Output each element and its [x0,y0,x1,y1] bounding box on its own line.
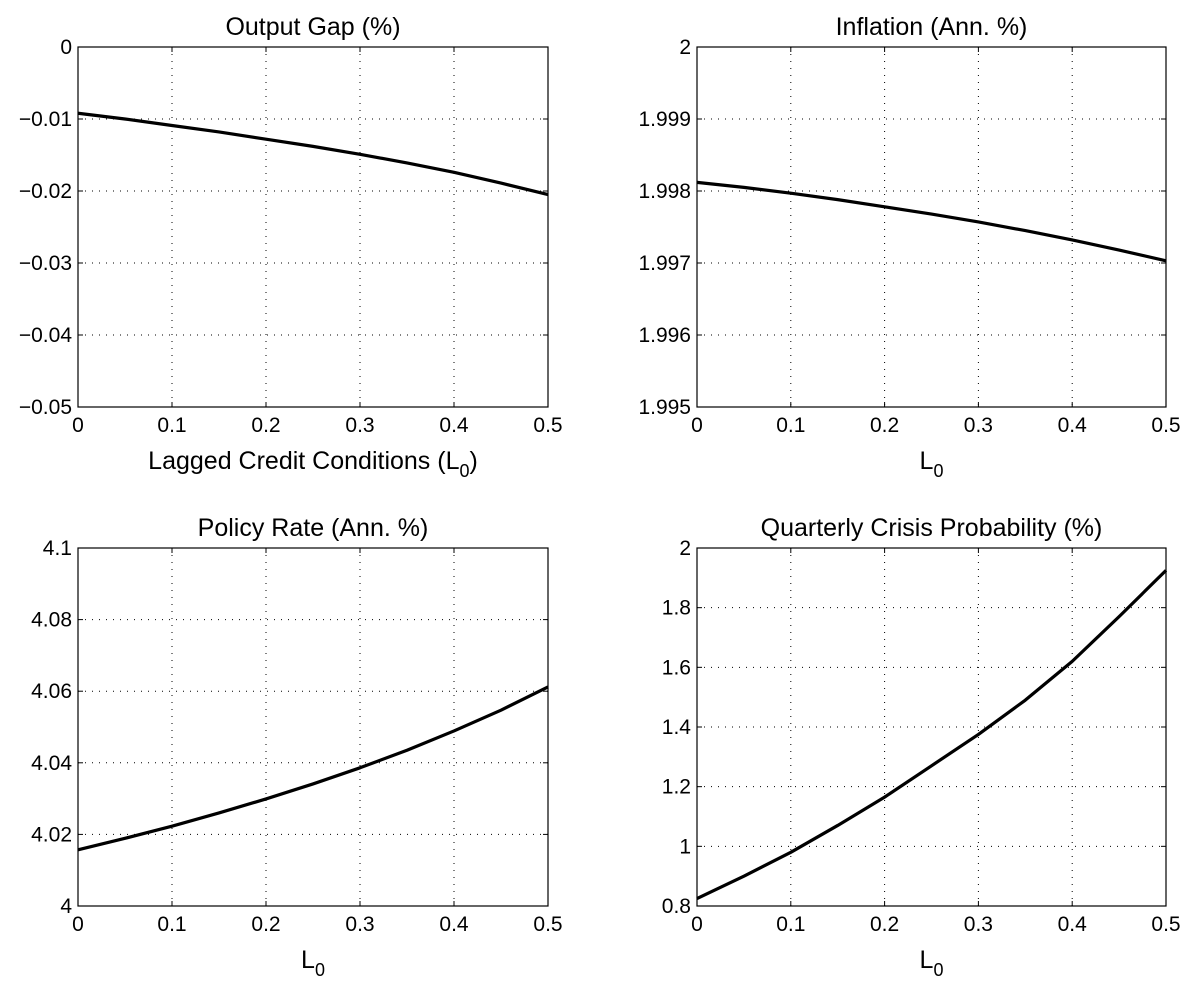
x-tick-label: 0.2 [251,913,280,936]
x-tick-label: 0 [72,414,84,437]
series-line [77,685,549,852]
plot-frame [696,547,1167,907]
y-tick-label: −0.01 [19,108,72,131]
y-tick-label: 4 [60,895,72,918]
x-tick-label: 0.4 [1058,913,1088,936]
y-tick-label: 2 [679,36,691,59]
x-axis-label-subscript: 0 [933,461,943,481]
x-tick-label: 0.2 [251,414,280,437]
x-tick-label: 0.5 [533,414,562,437]
chart-panel-3: 0 0.1 0.2 0.3 0.4 0.5 4 4.02 4.04 4.06 4.08 4.1 Poli… [31,514,562,980]
y-tick-label: 4.08 [31,609,72,632]
x-tick-label: 0.4 [439,414,469,437]
y-tick-label: 4.04 [31,752,72,775]
x-tick-label: 0.5 [533,913,562,936]
chart-title: Output Gap (%) [225,13,400,41]
y-tick-label: −0.03 [19,252,72,275]
plot-frame [77,547,549,907]
y-tick-label: 0 [60,36,72,59]
plot-frame [696,46,1167,408]
x-tick-label: 0.3 [964,913,993,936]
y-tick-label: 1.4 [662,716,692,739]
chart-panel-4: 0 0.1 0.2 0.3 0.4 0.5 0.8 1 1.2 1.4 1.6 1.8 2 Quarter… [662,514,1181,980]
y-tick-label: 4.02 [31,823,72,846]
y-tick-label: −0.05 [19,396,72,419]
x-tick-label: 0.1 [776,414,805,437]
x-tick-label: 0.1 [776,913,805,936]
x-tick-label: 0 [72,913,84,936]
x-axis-label: Lagged Credit Conditions (L0) [148,447,478,481]
plot-frame [77,46,549,408]
plot-area [78,548,548,906]
plot-area [697,47,1166,407]
series-line [696,569,1168,900]
x-tick-label: 0.2 [870,414,899,437]
chart-panel-1: 0 0.1 0.2 0.3 0.4 0.5 −0.05 −0.04 −0.03 −0.02 −0.0… [19,13,563,481]
x-tick-label: 0.3 [345,913,374,936]
plot-area [697,548,1166,906]
x-tick-label: 0 [691,414,703,437]
series-line [696,180,1167,263]
series-line [77,111,549,197]
x-tick-label: 0.4 [1058,414,1088,437]
x-axis-label-main: L [920,447,934,475]
x-tick-label: 0.1 [157,913,186,936]
x-axis-label-main: Lagged Credit Conditions (L [148,447,459,475]
x-axis-label-subscript: 0 [459,461,469,481]
x-axis-label-subscript: 0 [315,960,325,980]
x-tick-label: 0.5 [1151,414,1180,437]
y-tick-label: 1.998 [638,180,691,203]
x-axis-label-main: L [920,946,934,974]
x-axis-label-subscript: 0 [933,960,943,980]
y-tick-label: 0.8 [662,895,691,918]
y-tick-label: −0.02 [19,180,72,203]
chart-panel-2: 0 0.1 0.2 0.3 0.4 0.5 1.995 1.996 1.997 1.998 1.99… [638,13,1180,481]
chart-title: Inflation (Ann. %) [836,13,1028,41]
x-axis-label-main: L [301,946,315,974]
y-tick-label: 1.997 [638,252,691,275]
y-tick-label: 1.995 [638,396,691,419]
x-tick-label: 0.3 [345,414,374,437]
x-axis-label: L0 [920,447,944,481]
y-tick-label: 1 [679,835,691,858]
x-tick-label: 0.3 [964,414,993,437]
x-tick-label: 0.5 [1151,913,1180,936]
x-axis-label: L0 [301,946,325,980]
chart-title: Quarterly Crisis Probability (%) [761,514,1103,542]
y-tick-label: 1.6 [662,656,691,679]
plot-area [78,47,548,407]
x-tick-label: 0.2 [870,913,899,936]
y-tick-label: 1.2 [662,776,691,799]
y-tick-label: 1.999 [638,108,691,131]
x-tick-label: 0 [691,913,703,936]
y-tick-label: 1.996 [638,324,691,347]
x-tick-label: 0.1 [157,414,186,437]
chart-title: Policy Rate (Ann. %) [198,514,429,542]
x-axis-label: L0 [920,946,944,980]
y-tick-label: 4.1 [43,537,72,560]
y-tick-label: 2 [679,537,691,560]
y-tick-label: 1.8 [662,597,691,620]
x-tick-label: 0.4 [439,913,469,936]
y-tick-label: −0.04 [19,324,72,347]
y-tick-label: 4.06 [31,680,72,703]
x-axis-label-suffix: ) [470,447,478,475]
